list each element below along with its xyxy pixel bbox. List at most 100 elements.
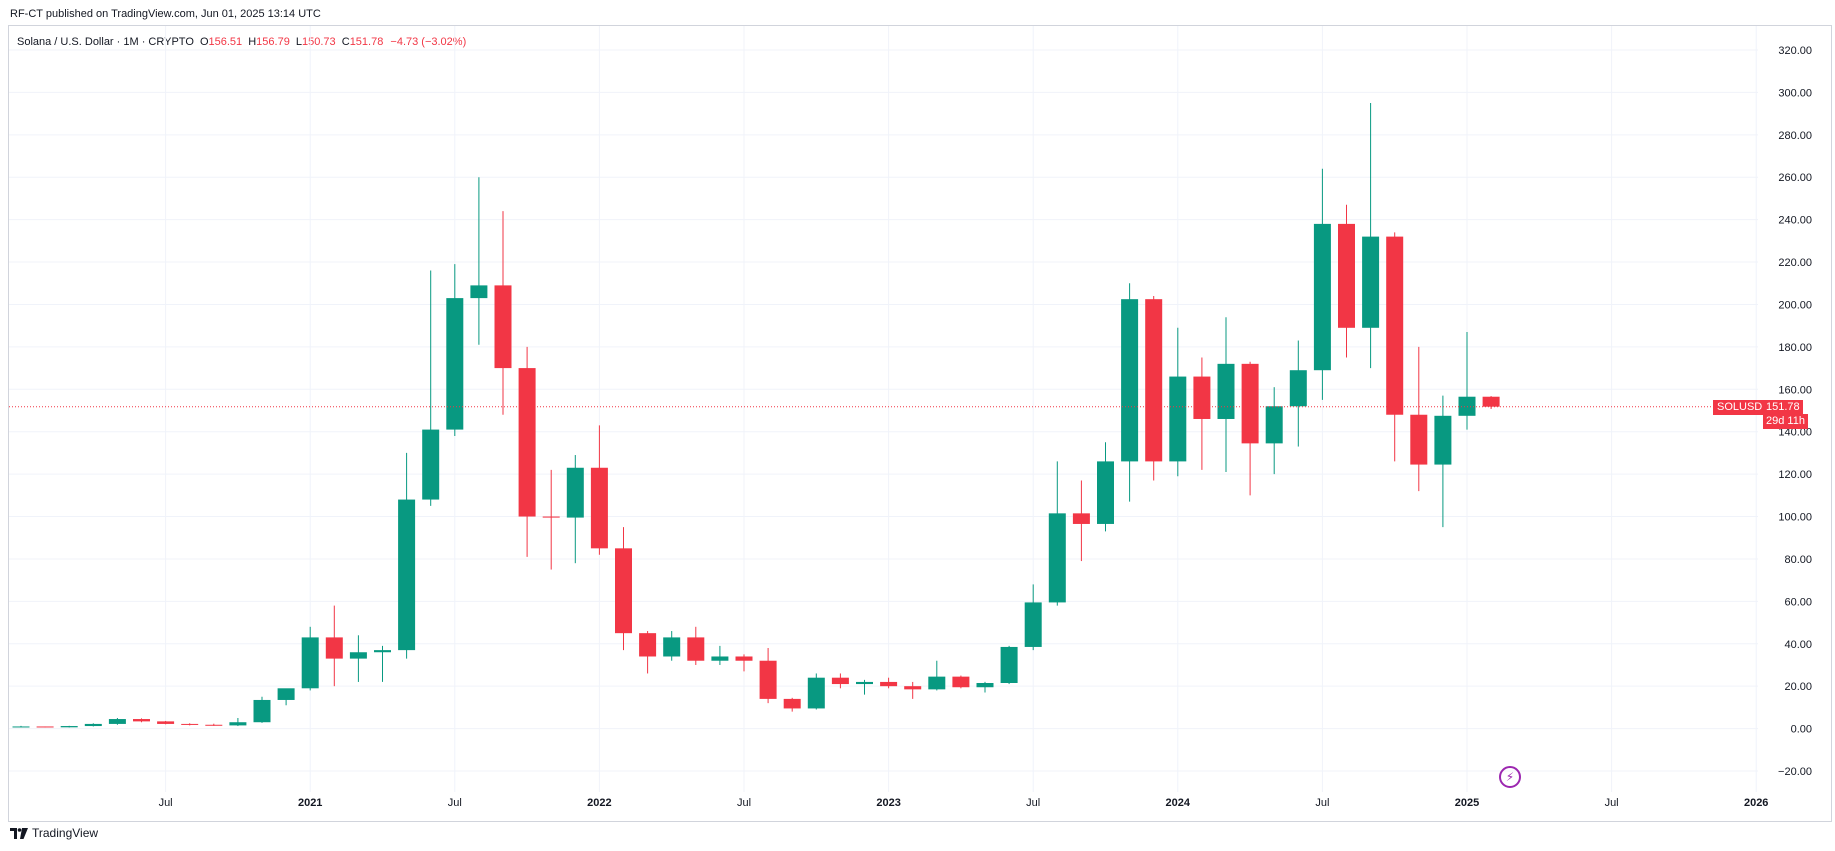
- y-tick-label: 260.00: [1778, 172, 1812, 184]
- candle-body: [374, 650, 391, 653]
- candle[interactable]: [1048, 461, 1066, 606]
- candle[interactable]: [711, 645, 729, 665]
- candle[interactable]: [1289, 340, 1307, 447]
- candle[interactable]: [952, 675, 970, 689]
- candle[interactable]: [1217, 317, 1235, 472]
- candle[interactable]: [904, 681, 922, 699]
- candle-body: [1386, 236, 1404, 415]
- y-tick-label: 140.00: [1778, 427, 1812, 439]
- candle[interactable]: [1121, 283, 1139, 502]
- candle[interactable]: [1265, 387, 1283, 475]
- candle-body: [1000, 646, 1018, 683]
- candle[interactable]: [783, 697, 801, 712]
- candle[interactable]: [1193, 357, 1211, 470]
- candle[interactable]: [566, 455, 584, 564]
- close-label: C: [341, 36, 350, 48]
- y-tick-label: 200.00: [1778, 299, 1812, 311]
- candle-body: [36, 726, 54, 728]
- x-tick-label: Jul: [159, 797, 173, 809]
- candle-body: [349, 652, 367, 659]
- footer-brand[interactable]: TradingView: [10, 826, 98, 840]
- candle[interactable]: [1145, 295, 1163, 481]
- candle-body: [615, 548, 632, 634]
- candle[interactable]: [398, 452, 416, 659]
- candle[interactable]: [229, 717, 247, 727]
- candle-body: [783, 698, 801, 709]
- x-tick-label: 2025: [1455, 797, 1479, 809]
- candle[interactable]: [615, 527, 632, 651]
- lightning-icon[interactable]: ⚡: [1499, 766, 1521, 788]
- candle[interactable]: [1000, 645, 1018, 685]
- candle[interactable]: [325, 605, 343, 687]
- candle-body: [1482, 396, 1500, 407]
- candle[interactable]: [253, 696, 271, 723]
- candle[interactable]: [1097, 442, 1114, 532]
- candle[interactable]: [976, 681, 994, 693]
- x-tick-label: 2023: [876, 797, 900, 809]
- candle[interactable]: [542, 469, 560, 570]
- candle[interactable]: [639, 631, 657, 674]
- candle[interactable]: [374, 645, 391, 682]
- y-tick-label: 180.00: [1778, 342, 1812, 354]
- candle[interactable]: [157, 720, 175, 725]
- candle[interactable]: [663, 631, 681, 661]
- candle[interactable]: [494, 211, 512, 415]
- candle[interactable]: [856, 679, 873, 695]
- candle-body: [1241, 363, 1259, 444]
- candle[interactable]: [205, 723, 223, 726]
- candle-body: [277, 688, 295, 700]
- candle[interactable]: [181, 723, 199, 726]
- candle[interactable]: [277, 688, 295, 706]
- candle[interactable]: [831, 673, 849, 689]
- candle[interactable]: [36, 726, 54, 728]
- candle[interactable]: [84, 723, 102, 727]
- candle[interactable]: [880, 677, 898, 689]
- candle[interactable]: [807, 673, 825, 710]
- candle[interactable]: [1072, 480, 1090, 562]
- candle-body: [1193, 376, 1211, 419]
- symbol-title[interactable]: Solana / U.S. Dollar · 1M · CRYPTO: [17, 36, 194, 48]
- candle[interactable]: [759, 648, 777, 704]
- candle-body: [446, 298, 464, 430]
- candle[interactable]: [590, 425, 608, 555]
- candle[interactable]: [60, 725, 78, 728]
- candle[interactable]: [1313, 168, 1331, 400]
- candle[interactable]: [12, 725, 30, 728]
- candle-body: [518, 368, 536, 517]
- candle-body: [904, 686, 922, 690]
- candle-body: [807, 677, 825, 709]
- candle[interactable]: [1338, 204, 1355, 358]
- candle-body: [1338, 223, 1355, 328]
- candle[interactable]: [133, 718, 150, 723]
- candle[interactable]: [1386, 232, 1404, 462]
- candle[interactable]: [1434, 395, 1452, 528]
- candle-body: [1265, 406, 1283, 444]
- candle-body: [928, 676, 946, 690]
- candle-body: [831, 677, 849, 685]
- y-tick-label: 120.00: [1778, 469, 1812, 481]
- candle[interactable]: [301, 626, 319, 691]
- candle-body: [12, 726, 30, 728]
- candle[interactable]: [518, 346, 536, 557]
- change-value: −4.73 (−3.02%): [390, 36, 467, 48]
- candle-body: [976, 682, 994, 688]
- candle[interactable]: [1241, 361, 1259, 496]
- candle[interactable]: [349, 635, 367, 682]
- candle-body: [711, 656, 729, 661]
- candle[interactable]: [470, 177, 488, 345]
- candle[interactable]: [1362, 103, 1380, 369]
- candle[interactable]: [1169, 327, 1187, 477]
- candle[interactable]: [1024, 584, 1042, 651]
- candle-body: [181, 723, 199, 725]
- candle[interactable]: [1410, 346, 1428, 492]
- candle[interactable]: [108, 717, 126, 725]
- candle[interactable]: [735, 654, 753, 672]
- candle[interactable]: [446, 264, 464, 436]
- candle-body: [1024, 602, 1042, 647]
- candle[interactable]: [928, 660, 946, 691]
- candle[interactable]: [687, 626, 705, 665]
- candle-body: [253, 699, 271, 723]
- candle[interactable]: [422, 270, 440, 506]
- candle-body: [735, 656, 753, 661]
